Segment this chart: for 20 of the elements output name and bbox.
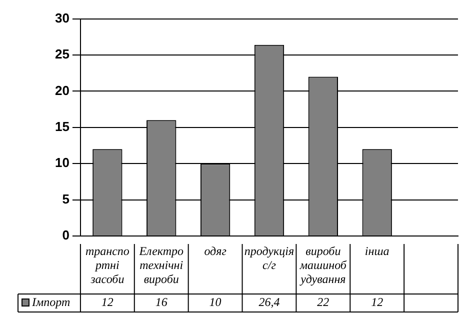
data-label: 22 — [317, 295, 330, 310]
y-tick-label: 0 — [62, 228, 70, 243]
x-tick-label: одяг — [204, 244, 227, 258]
data-label: 26,4 — [258, 295, 280, 310]
x-tick-label: Електротехнічні вироби — [138, 244, 184, 286]
x-tick-label: транспортні засоби — [85, 244, 130, 286]
x-tick-label: продукція с/г — [244, 244, 294, 272]
data-label: 10 — [209, 295, 222, 310]
data-label: 12 — [371, 295, 384, 310]
y-tick-label: 20 — [54, 82, 70, 98]
x-tick-label: вироби машинобудування — [298, 244, 348, 286]
x-tick-label: інша — [364, 244, 390, 258]
data-label: 16 — [155, 295, 168, 310]
legend-label: Імпорт — [31, 295, 70, 310]
y-tick-label: 5 — [62, 191, 70, 206]
y-tick-label: 10 — [54, 155, 70, 170]
y-tick-label: 15 — [54, 118, 70, 134]
data-label: 12 — [101, 295, 114, 310]
y-tick-label: 30 — [54, 10, 70, 26]
y-tick-label: 25 — [54, 46, 70, 62]
